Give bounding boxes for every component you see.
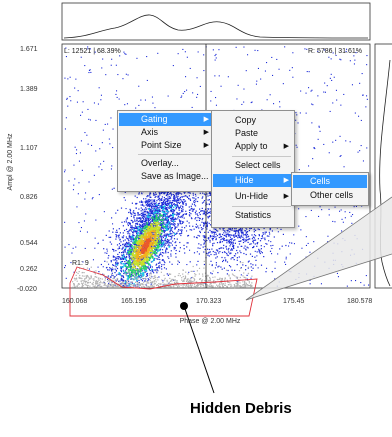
y-tick-label: 0.262 — [20, 266, 38, 273]
y-tick-label: -0.020 — [17, 286, 37, 293]
menu-item-label: Hide — [235, 175, 254, 185]
menu-item-apply-to[interactable]: Apply to ▶ — [213, 140, 293, 153]
menu-separator — [232, 206, 291, 207]
context-menu: Gating ▶ Axis ▶ Point Size ▶ Overlay... … — [117, 110, 215, 192]
menu-item-point-size[interactable]: Point Size ▶ — [119, 139, 213, 152]
annotation-line — [183, 305, 215, 394]
submenu-arrow-icon: ▶ — [283, 193, 289, 200]
menu-item-label: Copy — [235, 115, 257, 125]
x-tick-label: 170.323 — [196, 298, 221, 305]
menu-item-label: Statistics — [235, 210, 272, 220]
submenu-arrow-icon: ▶ — [203, 129, 209, 136]
x-axis-title: Phase @ 2.00 MHz — [180, 318, 241, 325]
menu-item-label: Point Size — [141, 140, 182, 150]
submenu-arrow-icon: ▶ — [283, 143, 289, 150]
menu-item-label: Save as Image... — [141, 171, 209, 181]
menu-item-label: Apply to — [235, 141, 268, 151]
menu-item-save-as-image[interactable]: Save as Image... — [119, 170, 213, 183]
top-histogram-curve — [63, 14, 369, 39]
menu-item-label: Gating — [141, 114, 168, 124]
menu-item-paste[interactable]: Paste — [213, 127, 293, 140]
menu-item-axis[interactable]: Axis ▶ — [119, 126, 213, 139]
menu-item-label: Other cells — [310, 190, 354, 200]
callout-line-top — [245, 196, 392, 301]
y-tick-label: 0.826 — [20, 194, 38, 201]
callout-line-bottom — [245, 253, 392, 301]
menu-item-label: Overlay... — [141, 158, 179, 168]
menu-item-gating[interactable]: Gating ▶ — [119, 113, 213, 126]
y-tick-label: 1.671 — [20, 46, 38, 53]
y-axis-title: Ampl @ 2.00 MHz — [7, 133, 14, 190]
menu-item-label: Un-Hide — [235, 191, 269, 201]
menu-item-overlay[interactable]: Overlay... — [119, 157, 213, 170]
menu-item-statistics[interactable]: Statistics — [213, 209, 293, 222]
menu-item-select-cells[interactable]: Select cells — [213, 159, 293, 172]
y-tick-label: 1.389 — [20, 86, 38, 93]
menu-item-other-cells[interactable]: Other cells — [293, 189, 367, 202]
menu-item-label: Axis — [141, 127, 159, 137]
submenu-arrow-icon: ▶ — [283, 177, 289, 184]
menu-item-label: Cells — [310, 176, 331, 186]
right-quadrant-stat: R: 5786 | 31.61% — [308, 48, 362, 55]
menu-separator — [138, 154, 211, 155]
x-tick-label: 165.195 — [121, 298, 146, 305]
annotation-caption: Hidden Debris — [190, 400, 292, 417]
gating-submenu: Copy Paste Apply to ▶ Select cells Hide … — [211, 110, 295, 228]
hide-submenu: Cells Other cells — [291, 172, 369, 206]
menu-item-hide[interactable]: Hide ▶ — [213, 174, 293, 187]
left-quadrant-stat: L: 12521 | 68.39% — [64, 48, 121, 55]
submenu-arrow-icon: ▶ — [203, 116, 209, 123]
y-tick-label: 0.544 — [20, 240, 38, 247]
y-tick-label: 1.107 — [20, 145, 38, 152]
menu-item-label: Select cells — [235, 160, 281, 170]
x-tick-label: 175.45 — [283, 298, 305, 305]
x-tick-label: 180.578 — [347, 298, 372, 305]
gate-label: R1: 9 — [72, 260, 89, 267]
menu-item-un-hide[interactable]: Un-Hide ▶ — [213, 190, 293, 203]
menu-item-label: Paste — [235, 128, 259, 138]
menu-separator — [232, 156, 291, 157]
gate-polygon[interactable] — [69, 266, 258, 317]
x-tick-label: 160.068 — [62, 298, 87, 305]
submenu-arrow-icon: ▶ — [203, 142, 209, 149]
menu-item-copy[interactable]: Copy — [213, 114, 293, 127]
menu-item-cells[interactable]: Cells — [293, 175, 367, 188]
